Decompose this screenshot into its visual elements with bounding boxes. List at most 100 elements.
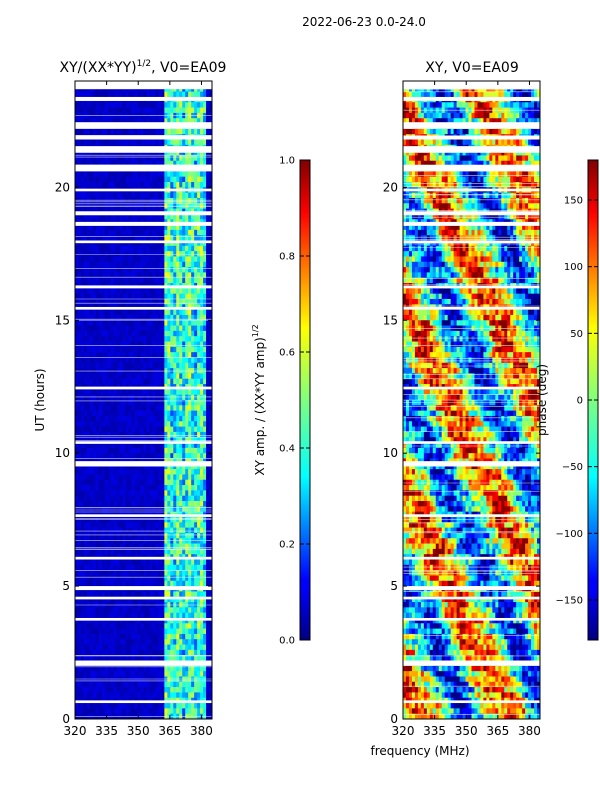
heat-cell bbox=[101, 373, 106, 380]
heat-cell bbox=[185, 389, 189, 396]
heat-cell bbox=[146, 442, 150, 449]
heat-cell bbox=[92, 575, 97, 582]
heat-cell bbox=[77, 623, 82, 630]
heat-cell bbox=[143, 415, 147, 422]
heat-cell bbox=[143, 102, 147, 108]
heat-cell bbox=[200, 352, 204, 358]
heat-cell bbox=[146, 256, 150, 263]
heat-cell bbox=[203, 102, 207, 108]
heat-cell bbox=[161, 596, 165, 603]
heat-cell bbox=[101, 362, 106, 369]
heat-cell bbox=[86, 607, 91, 614]
heat-cell bbox=[140, 628, 144, 635]
heat-cell bbox=[197, 336, 201, 342]
heat-cell bbox=[125, 261, 130, 268]
heat-cell bbox=[104, 155, 109, 162]
heat-cell bbox=[179, 330, 183, 337]
heat-cell bbox=[131, 357, 135, 364]
heat-cell bbox=[86, 559, 91, 566]
heat-cell bbox=[167, 463, 171, 470]
heat-cell bbox=[86, 91, 91, 98]
heat-cell bbox=[122, 559, 127, 566]
heat-cell bbox=[176, 415, 180, 422]
heat-cell bbox=[107, 341, 112, 348]
heat-cell bbox=[173, 570, 177, 576]
heat-cell bbox=[161, 612, 165, 619]
heat-cell bbox=[134, 118, 138, 124]
heat-cell bbox=[137, 490, 141, 497]
heat-cell bbox=[110, 516, 115, 523]
heat-cell bbox=[98, 522, 103, 528]
heat-cell bbox=[191, 229, 195, 236]
heat-cell bbox=[188, 623, 192, 630]
heat-cell bbox=[149, 639, 153, 645]
heat-cell bbox=[134, 155, 138, 162]
heat-cell bbox=[188, 118, 192, 124]
heat-cell bbox=[143, 267, 147, 273]
heat-cell bbox=[80, 426, 85, 433]
heat-cell bbox=[119, 506, 124, 513]
heat-cell bbox=[77, 559, 82, 566]
heat-cell bbox=[203, 527, 207, 534]
heat-cell bbox=[107, 224, 112, 231]
heat-cell bbox=[125, 346, 130, 353]
heat-cell bbox=[119, 293, 124, 300]
heat-cell bbox=[134, 580, 138, 587]
heat-cell bbox=[116, 596, 121, 603]
heat-cell bbox=[176, 256, 180, 263]
heat-cell bbox=[83, 421, 88, 427]
heat-cell bbox=[125, 655, 130, 661]
heat-cell bbox=[149, 564, 153, 571]
heat-cell bbox=[101, 431, 106, 438]
heat-cell bbox=[206, 463, 210, 470]
heat-cell bbox=[98, 469, 103, 475]
heat-cell bbox=[191, 107, 195, 114]
heat-cell bbox=[134, 410, 138, 417]
heat-cell bbox=[179, 341, 183, 348]
heat-cell bbox=[173, 607, 177, 614]
heat-cell bbox=[107, 655, 112, 661]
heat-cell bbox=[95, 272, 100, 279]
heat-cell bbox=[173, 426, 177, 433]
heat-cell bbox=[80, 548, 85, 555]
heat-cell bbox=[92, 538, 97, 544]
heat-cell bbox=[110, 378, 115, 385]
heat-cell bbox=[75, 655, 79, 661]
heat-cell bbox=[179, 91, 183, 98]
heat-cell bbox=[170, 272, 174, 279]
heat-cell bbox=[146, 352, 150, 358]
heat-cell bbox=[152, 617, 156, 624]
heat-cell bbox=[137, 623, 141, 630]
heat-cell bbox=[110, 352, 115, 358]
heat-cell bbox=[158, 362, 162, 369]
heat-cell bbox=[128, 139, 132, 146]
heat-cell bbox=[140, 501, 144, 507]
heat-cell bbox=[167, 341, 171, 348]
heat-cell bbox=[200, 155, 204, 162]
heat-cell bbox=[152, 431, 156, 438]
heat-cell bbox=[191, 272, 195, 279]
heat-cell bbox=[98, 256, 103, 263]
heat-cell bbox=[182, 607, 186, 614]
heat-cell bbox=[131, 341, 135, 348]
heat-cell bbox=[95, 644, 100, 651]
heat-cell bbox=[140, 522, 144, 528]
heat-cell bbox=[179, 176, 183, 183]
heat-cell bbox=[75, 447, 79, 454]
heat-cell bbox=[155, 378, 159, 385]
heat-cell bbox=[119, 639, 124, 645]
heat-cell bbox=[110, 532, 115, 539]
heat-cell bbox=[149, 330, 153, 337]
heat-cell bbox=[182, 580, 186, 587]
heat-cell bbox=[209, 532, 212, 539]
heat-cell bbox=[107, 495, 112, 502]
heat-cell bbox=[206, 171, 210, 178]
heat-cell bbox=[167, 91, 171, 98]
heat-cell bbox=[179, 314, 183, 321]
heat-cell bbox=[149, 240, 153, 247]
heat-cell bbox=[161, 245, 165, 252]
heat-cell bbox=[134, 235, 138, 241]
heat-cell bbox=[164, 617, 168, 624]
heat-cell bbox=[146, 277, 150, 284]
heat-cell bbox=[140, 506, 144, 513]
